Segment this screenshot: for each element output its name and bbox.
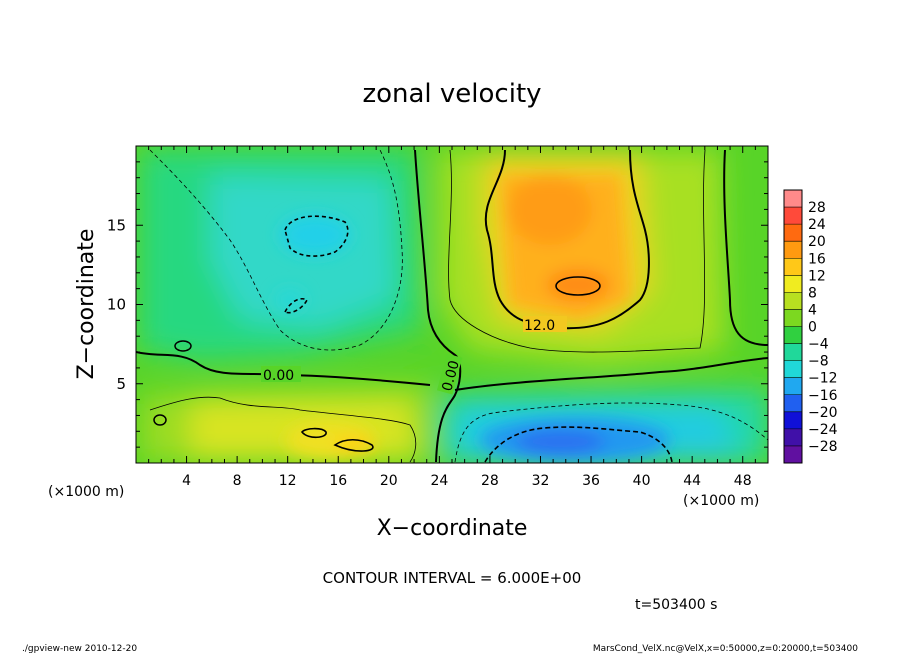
colorbar-swatch [784, 292, 802, 310]
colorbar-label: 20 [808, 234, 826, 250]
x-tick-label: 16 [329, 473, 347, 489]
contour-lower-left-12 [300, 427, 327, 439]
x-tick-label: 44 [683, 473, 701, 489]
y-tick-label: 10 [107, 296, 126, 314]
x-tick-label: 24 [430, 473, 448, 489]
contour-label-zero-1: 0.00 [263, 368, 294, 384]
colorbar-label: 24 [808, 217, 826, 233]
colorbar-label: −12 [808, 371, 838, 387]
x-tick-label: 28 [481, 473, 499, 489]
contour-neg6-b [454, 402, 768, 463]
core-left-upper-2 [276, 290, 304, 310]
colorbar-label: −16 [808, 388, 838, 404]
core-left-upper [280, 215, 350, 255]
core-lower-right-2 [515, 430, 605, 454]
x-axis: 4 8 12 16 20 24 28 32 36 40 44 48 [148, 146, 756, 489]
colorbar-swatch [784, 445, 802, 464]
chart-title: zonal velocity [362, 79, 541, 109]
plot-area: 0.00 0.00 12.0 [136, 146, 768, 463]
x-axis-unit-right: (×1000 m) [683, 493, 759, 509]
contour-zero-4 [723, 149, 768, 346]
x-tick-label: 8 [233, 473, 242, 489]
contour-neg12-c [484, 426, 673, 463]
colorbar-label: 4 [808, 302, 817, 318]
x-tick-label: 36 [582, 473, 600, 489]
x-axis-label: X−coordinate [377, 516, 528, 541]
colorbar-swatch [784, 377, 802, 396]
contour-interval: CONTOUR INTERVAL = 6.000E+00 [323, 569, 582, 587]
footer-left: ./gpview-new 2010-12-20 [22, 644, 137, 654]
colorbar-swatch [784, 275, 802, 293]
x-tick-label: 48 [734, 473, 752, 489]
colorbar-swatch [784, 411, 802, 430]
contour-label-zero-2: 0.00 [439, 359, 463, 393]
contour-18 [555, 276, 601, 296]
x-axis-unit-left: (×1000 m) [48, 484, 124, 500]
contour-zero-2 [136, 351, 431, 386]
contour-neg12-a [284, 215, 349, 257]
colorbar-swatch [784, 326, 802, 345]
contour-zero-3 [454, 357, 768, 391]
y-axis: 5 10 15 [107, 161, 768, 448]
colorbar-swatch [784, 258, 802, 276]
contour-small-2 [153, 414, 167, 426]
y-tick-label: 15 [107, 216, 126, 234]
footer-right: MarsCond_VelX.nc@VelX,x=0:50000,z=0:2000… [593, 644, 858, 654]
colorbar-swatch [784, 394, 802, 413]
colorbar-swatch [784, 309, 802, 327]
colorbar-swatch [784, 224, 802, 242]
colorbar-label: −4 [808, 337, 829, 353]
x-tick-label: 20 [380, 473, 398, 489]
colorbar-swatch [784, 360, 802, 379]
colorbar-swatch [784, 428, 802, 447]
colorbar-swatch [784, 190, 802, 208]
x-tick-label: 4 [182, 473, 191, 489]
colorbar-swatch [784, 343, 802, 362]
y-axis-label: Z−coordinate [74, 229, 99, 380]
x-tick-label: 12 [279, 473, 297, 489]
colorbar-label: 12 [808, 268, 826, 284]
contour-zero-1 [414, 149, 462, 463]
contour-neg12-b [283, 297, 309, 314]
contour-6-a [448, 149, 706, 353]
colorbar-label: 28 [808, 200, 826, 216]
colorbar-swatch [784, 207, 802, 225]
core-right-upper-2 [508, 175, 592, 245]
colorbar-label: 8 [808, 285, 817, 301]
colorbar-label: −20 [808, 405, 838, 421]
contour-lower-left-12b [333, 438, 374, 452]
x-tick-label: 40 [633, 473, 651, 489]
colorbar-label: −24 [808, 422, 838, 438]
x-tick-label: 32 [532, 473, 550, 489]
colorbar-swatch [784, 241, 802, 259]
contour-small-1 [174, 340, 192, 352]
colorbar-label: 16 [808, 251, 826, 267]
time-stamp: t=503400 s [635, 597, 717, 613]
contour-label-12: 12.0 [524, 318, 555, 334]
colorbar-label: −8 [808, 354, 829, 370]
colorbar-label: −28 [808, 439, 838, 455]
colorbar-label: 0 [808, 320, 817, 336]
y-tick-label: 5 [116, 375, 126, 393]
contour-6-b [149, 396, 417, 463]
